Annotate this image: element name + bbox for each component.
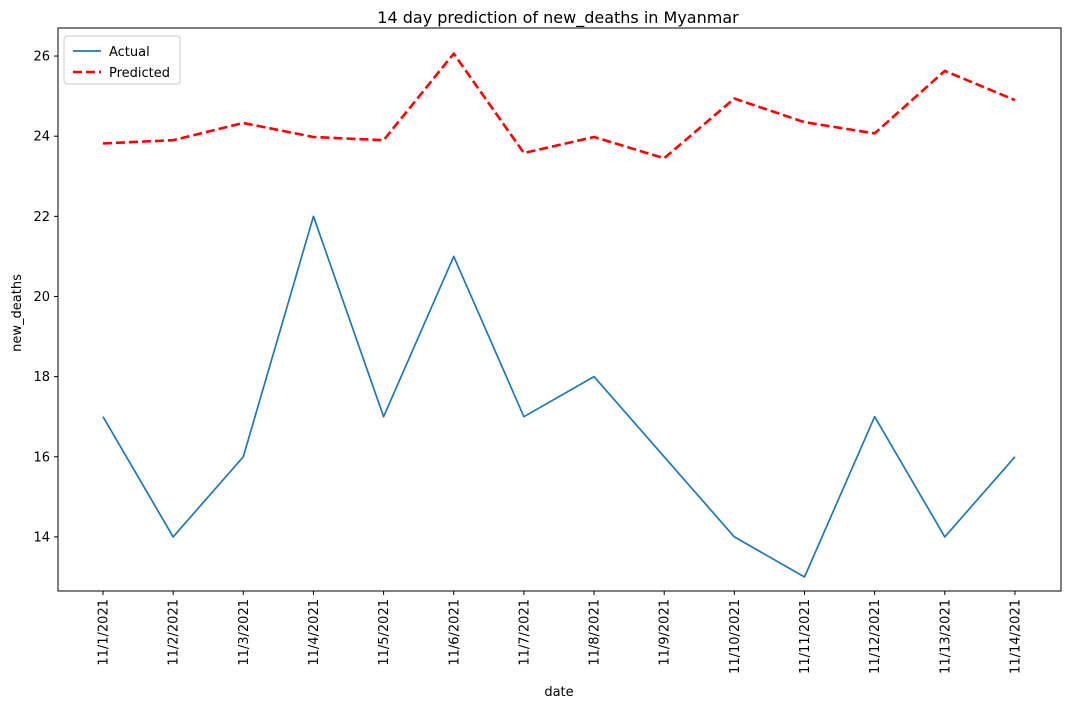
y-tick-label: 24: [33, 130, 50, 145]
plot-area: [57, 27, 1062, 592]
x-tick-label: 11/12/2021: [868, 599, 883, 674]
y-tick-label: 18: [33, 370, 50, 385]
y-tick-label: 14: [33, 530, 50, 545]
y-axis: 14 16 18 20 22 24 26: [33, 50, 58, 545]
x-tick-label: 11/1/2021: [97, 599, 112, 666]
legend-label-actual: Actual: [109, 45, 150, 60]
series-line-actual: [102, 215, 1016, 578]
x-axis-label: date: [544, 685, 573, 700]
y-tick-label: 20: [33, 290, 50, 305]
series-line-predicted: [102, 52, 1016, 160]
x-tick-label: 11/3/2021: [237, 599, 252, 666]
x-axis: 11/1/2021 11/2/2021 11/3/2021 11/4/2021 11/5…: [97, 591, 1023, 674]
x-tick-label: 11/2/2021: [167, 599, 182, 666]
x-tick-label: 11/9/2021: [658, 599, 673, 666]
x-tick-label: 11/5/2021: [377, 599, 392, 666]
x-tick-label: 11/13/2021: [938, 599, 953, 674]
y-tick-label: 16: [33, 450, 50, 465]
legend-label-predicted: Predicted: [109, 66, 170, 81]
legend: Actual Predicted: [63, 35, 181, 85]
y-axis-label: new_deaths: [10, 274, 25, 352]
y-tick-label: 26: [33, 50, 50, 65]
x-tick-label: 11/11/2021: [798, 599, 813, 674]
chart-title: 14 day prediction of new_deaths in Myanm…: [377, 8, 739, 28]
x-tick-label: 11/8/2021: [588, 599, 603, 666]
x-tick-label: 11/6/2021: [447, 599, 462, 666]
x-tick-label: 11/7/2021: [517, 599, 532, 666]
x-tick-label: 11/10/2021: [728, 599, 743, 674]
y-tick-label: 22: [33, 210, 50, 225]
series-layer: [102, 52, 1016, 578]
x-tick-label: 11/14/2021: [1008, 599, 1023, 674]
x-tick-label: 11/4/2021: [307, 599, 322, 666]
